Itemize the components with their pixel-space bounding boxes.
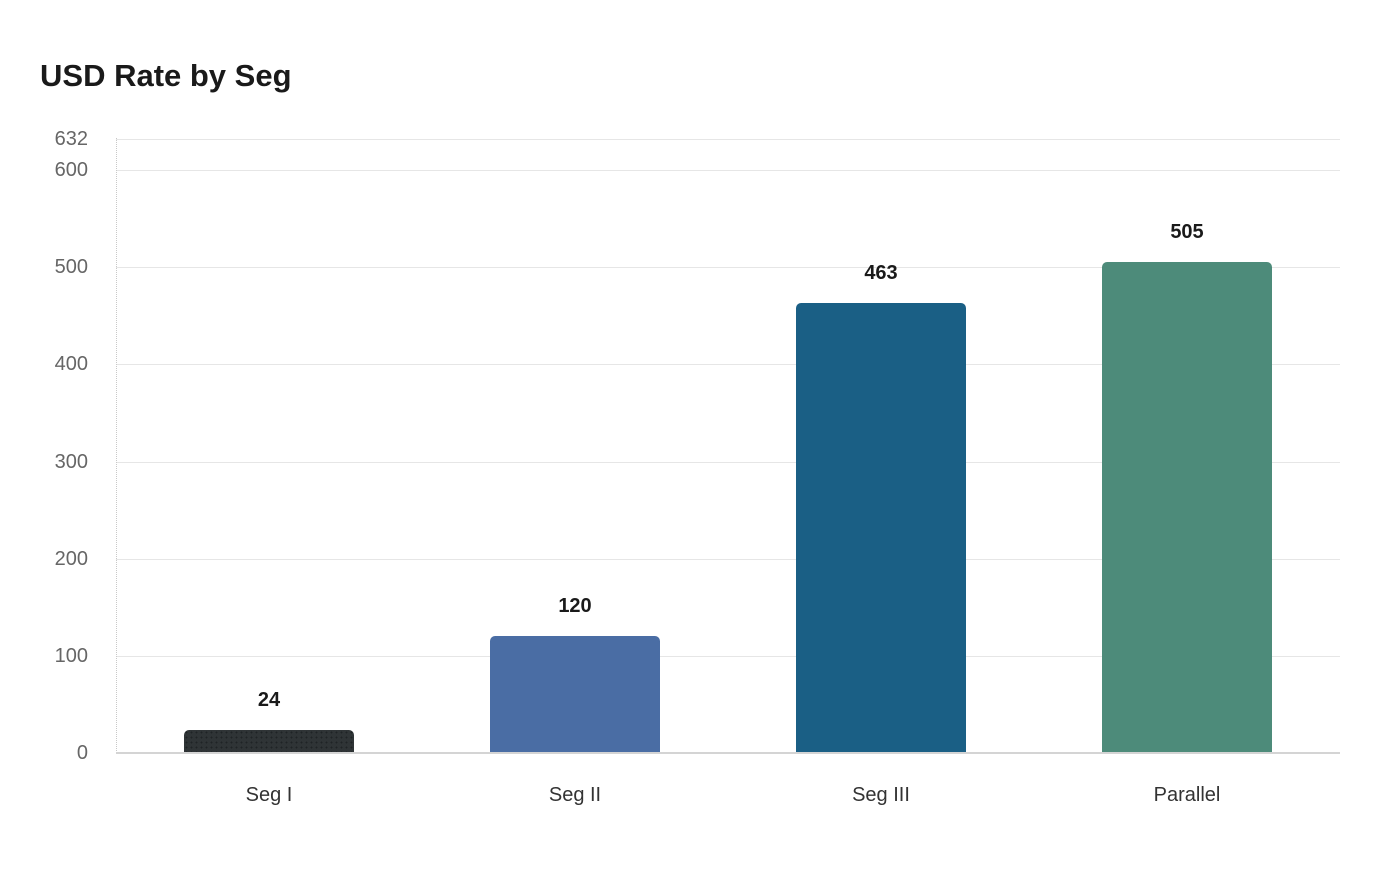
y-tick-label: 400 [54,353,88,375]
gridline [116,267,1340,268]
bar-value-label: 505 [1170,221,1204,244]
gridline [116,462,1340,463]
gridline [116,559,1340,560]
y-tick-label: 100 [54,645,88,667]
gridline [116,656,1340,657]
bar-value-label: 24 [257,688,281,711]
y-axis-line [116,138,117,753]
x-tick-label: Seg II [548,784,602,806]
y-tick-label: 500 [54,256,88,278]
y-tick-label: 200 [54,548,88,570]
y-tick-label: 632 [54,128,88,150]
chart-title: USD Rate by Seg [40,58,292,93]
gridline [116,139,1340,140]
y-tick-label: 0 [76,742,88,764]
x-tick-label: Seg I [245,784,293,806]
bar-seg-i[interactable] [184,729,354,753]
bar-seg-ii[interactable] [490,636,660,753]
bar-parallel[interactable] [1102,262,1272,753]
bar-value-label: 463 [864,262,898,285]
x-axis-line [116,752,1340,754]
gridline [116,170,1340,171]
bar-seg-iii[interactable] [796,303,966,753]
y-tick-label: 300 [54,451,88,473]
x-tick-label: Seg III [852,784,910,806]
gridline [116,364,1340,365]
y-tick-label: 600 [54,159,88,181]
bar-value-label: 120 [558,595,592,618]
x-tick-label: Parallel [1153,784,1221,806]
